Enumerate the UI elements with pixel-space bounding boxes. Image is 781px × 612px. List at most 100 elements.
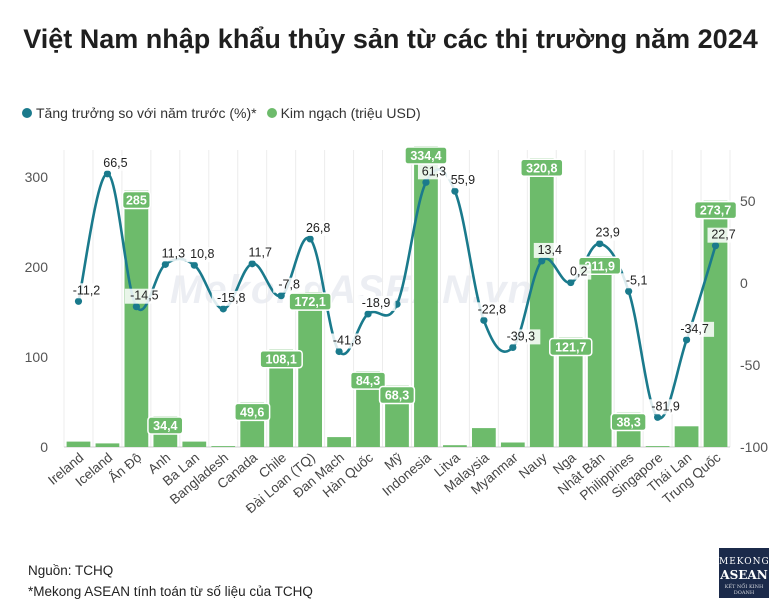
growth-label-bg xyxy=(417,164,450,180)
growth-point xyxy=(451,187,459,195)
y-right-tick-label: 50 xyxy=(740,193,756,209)
growth-label-bg xyxy=(186,247,219,263)
growth-value-label: -14,5 xyxy=(130,289,159,303)
growth-point xyxy=(219,305,227,313)
growth-point xyxy=(711,242,720,250)
growth-value-label: 22,7 xyxy=(711,228,735,242)
growth-point xyxy=(74,297,83,305)
growth-value-label: -18,9 xyxy=(362,296,391,310)
growth-point xyxy=(306,235,314,243)
growth-value-label: -15,8 xyxy=(217,291,246,305)
growth-value-label: -7,8 xyxy=(278,278,300,292)
growth-value-label: -39,3 xyxy=(507,329,536,343)
growth-value-label: -34,7 xyxy=(680,322,709,336)
bar-label-box xyxy=(349,371,387,390)
growth-label-bg xyxy=(620,273,653,289)
growth-line xyxy=(77,168,717,420)
bar-value-label: 49,6 xyxy=(240,405,264,419)
growth-label-bg xyxy=(675,321,715,337)
growth-label-bg xyxy=(211,290,251,306)
calculation-note: *Mekong ASEAN tính toán từ số liệu của T… xyxy=(28,584,313,599)
growth-label-bg xyxy=(472,302,512,318)
growth-label-bg xyxy=(591,225,624,241)
bar-label-box xyxy=(288,292,332,311)
growth-point xyxy=(625,287,633,295)
bar-label-box xyxy=(147,416,184,435)
growth-value-label: 61,3 xyxy=(422,164,446,178)
bar xyxy=(587,256,612,447)
bar xyxy=(66,441,91,447)
growth-label-bg xyxy=(302,220,335,236)
growth-label-bg xyxy=(157,246,190,262)
growth-value-label: 55,9 xyxy=(451,173,475,187)
bar-value-label: 172,1 xyxy=(294,295,325,309)
bar xyxy=(124,190,149,447)
legend-item-growth[interactable]: Tăng trưởng so với năm trước (%)* xyxy=(22,105,257,121)
bar-label-box xyxy=(548,337,593,357)
growth-point xyxy=(596,240,604,248)
bar-label-box xyxy=(520,158,564,178)
bar-value-label: 121,7 xyxy=(555,340,586,354)
bar-value-label: 273,7 xyxy=(700,204,731,218)
growth-label-bg xyxy=(273,277,306,293)
bar xyxy=(500,442,525,447)
growth-point xyxy=(538,257,546,265)
bar-value-label: 108,1 xyxy=(266,353,297,367)
growth-point xyxy=(335,347,343,356)
bar xyxy=(674,426,699,447)
bar xyxy=(298,292,323,447)
growth-label-bg xyxy=(501,329,541,345)
growth-value-label: 26,8 xyxy=(306,221,330,235)
growth-point xyxy=(190,261,198,269)
brand-logo: MEKONG ASEAN KẾT NỐI KINH DOANH xyxy=(719,548,769,598)
brand-line1: MEKONG xyxy=(719,557,770,567)
growth-value-label: 11,3 xyxy=(162,246,185,260)
growth-point xyxy=(364,310,372,318)
growth-point xyxy=(161,260,169,268)
growth-value-label: 0,2 xyxy=(570,265,587,279)
x-tick-label: Nauy xyxy=(516,450,550,482)
y-right-tick-label: -100 xyxy=(740,439,768,455)
bar xyxy=(356,371,380,447)
growth-label-bg xyxy=(446,173,479,189)
y-left-tick-label: 200 xyxy=(25,259,49,275)
growth-point xyxy=(567,278,575,287)
legend-label-growth: Tăng trưởng so với năm trước (%)* xyxy=(36,105,257,121)
chart-title: Việt Nam nhập khẩu thủy sản từ các thị t… xyxy=(23,24,758,54)
source-note: Nguồn: TCHQ xyxy=(28,563,114,578)
growth-point xyxy=(682,336,691,344)
growth-label-bg xyxy=(533,242,566,258)
bar xyxy=(645,446,670,447)
growth-label-bg xyxy=(66,283,106,299)
growth-value-label: -22,8 xyxy=(478,302,507,316)
growth-value-label: 23,9 xyxy=(596,226,620,240)
bar-label-box xyxy=(121,190,151,210)
legend-label-value: Kim ngạch (triệu USD) xyxy=(280,105,421,121)
x-tick-label: Ấn Độ xyxy=(106,450,144,486)
growth-point xyxy=(277,292,285,300)
bar-label-box xyxy=(610,412,647,432)
bar-value-label: 334,4 xyxy=(410,149,441,163)
y-right-tick-label: -50 xyxy=(740,357,760,373)
y-right-tick-label: 0 xyxy=(740,275,748,291)
growth-value-label: 10,8 xyxy=(190,247,214,261)
y-left-tick-label: 300 xyxy=(25,169,49,185)
bar-label-box xyxy=(404,146,448,165)
growth-value-label: -11,2 xyxy=(73,283,101,297)
y-left-tick-label: 100 xyxy=(25,349,49,365)
bar-value-label: 84,3 xyxy=(356,374,380,388)
growth-label-bg xyxy=(99,155,132,171)
legend-item-value[interactable]: Kim ngạch (triệu USD) xyxy=(266,105,421,121)
bar xyxy=(182,441,207,447)
bar-label-box xyxy=(378,385,416,405)
bar xyxy=(211,446,236,447)
growth-point xyxy=(103,170,112,178)
y-left-tick-label: 0 xyxy=(40,439,48,455)
bar xyxy=(529,158,554,447)
legend: Tăng trưởng so với năm trước (%)* Kim ng… xyxy=(22,105,421,121)
bar xyxy=(414,146,438,448)
growth-point xyxy=(509,343,517,351)
legend-swatch-line xyxy=(22,108,32,118)
growth-value-label: 13,4 xyxy=(538,243,562,257)
